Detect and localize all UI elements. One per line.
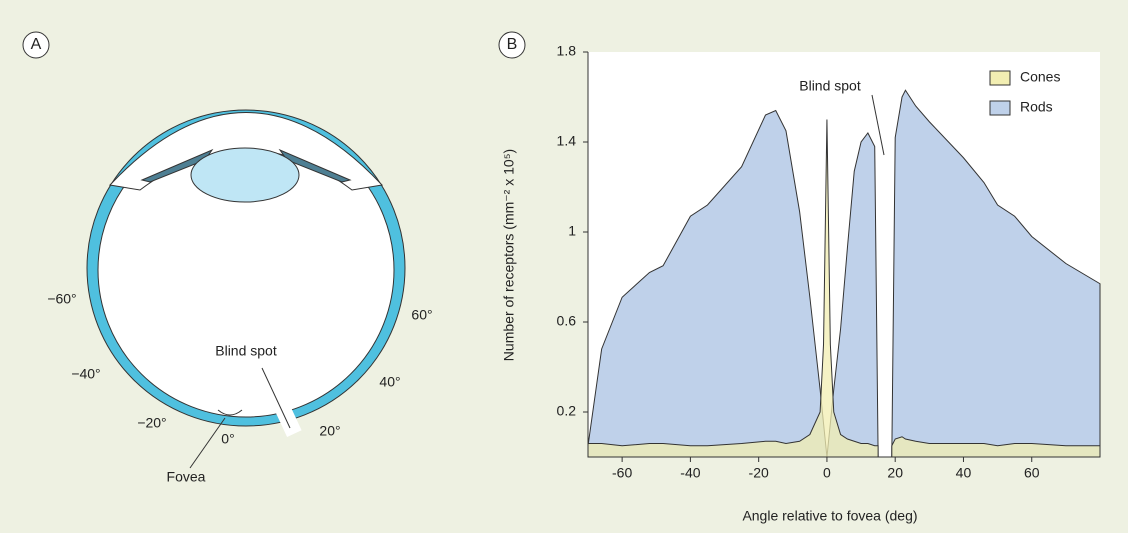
y-tick-label: 1.4 <box>557 133 577 149</box>
angle-label: −40° <box>71 366 100 382</box>
x-tick-label: 0 <box>823 465 831 481</box>
y-tick-label: 0.6 <box>557 313 577 329</box>
y-tick-label: 1 <box>568 223 576 239</box>
x-tick-label: -60 <box>612 465 632 481</box>
x-tick-label: 20 <box>887 465 903 481</box>
angle-label: −60° <box>47 291 76 307</box>
legend-label: Cones <box>1020 69 1060 85</box>
angle-label: 0° <box>221 431 234 447</box>
fovea-label: Fovea <box>167 469 206 485</box>
figure: A −60° 60° −40° 40° −20° 20° 0° Blind sp… <box>0 0 1128 533</box>
legend-swatch <box>990 101 1010 115</box>
x-tick-label: -20 <box>749 465 769 481</box>
blind-spot-label: Blind spot <box>215 343 277 359</box>
x-tick-label: 40 <box>956 465 972 481</box>
angle-label: −20° <box>137 415 166 431</box>
y-tick-label: 1.8 <box>557 43 577 59</box>
x-tick-label: -40 <box>680 465 700 481</box>
angle-label: 20° <box>319 423 340 439</box>
page: A −60° 60° −40° 40° −20° 20° 0° Blind sp… <box>0 0 1128 533</box>
panel-label: A <box>31 36 42 53</box>
legend-swatch <box>990 71 1010 85</box>
annotation: Blind spot <box>799 78 861 94</box>
panel-label: B <box>507 36 518 53</box>
angle-label: 60° <box>411 307 432 323</box>
y-axis-label: Number of receptors (mm⁻² x 10⁵) <box>501 149 517 361</box>
lens <box>191 148 299 202</box>
x-tick-label: 60 <box>1024 465 1040 481</box>
x-axis-label: Angle relative to fovea (deg) <box>742 508 917 524</box>
angle-label: 40° <box>379 374 400 390</box>
y-tick-label: 0.2 <box>557 403 577 419</box>
legend-label: Rods <box>1020 99 1053 115</box>
